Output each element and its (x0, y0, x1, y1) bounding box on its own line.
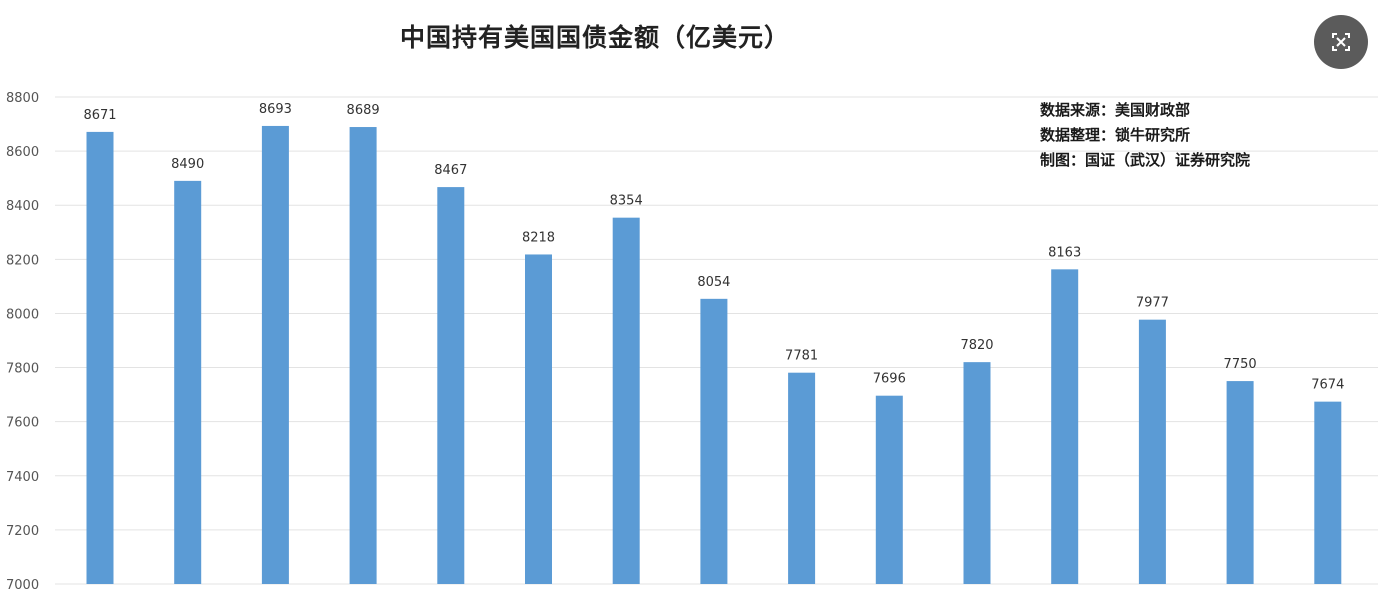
bar-value-label: 7977 (1136, 296, 1169, 311)
y-tick-label: 8600 (6, 145, 39, 160)
bar-value-label: 8054 (697, 275, 730, 290)
bar (963, 362, 991, 584)
source-line-2: 数据整理：锁牛研究所 (1040, 126, 1191, 144)
bar (525, 254, 552, 585)
bar-value-label: 7820 (960, 338, 993, 353)
bar-value-label: 8467 (434, 163, 467, 178)
y-tick-label: 7800 (6, 362, 39, 377)
bar-value-label: 8689 (347, 103, 380, 118)
bar (174, 180, 202, 584)
close-image-icon (1332, 33, 1350, 51)
source-notes: 数据来源：美国财政部 数据整理：锁牛研究所 制图：国证（武汉）证券研究院 (1040, 98, 1250, 173)
source-line-3: 制图：国证（武汉）证券研究院 (1040, 151, 1251, 169)
chart-title: 中国持有美国国债金额（亿美元） (400, 23, 791, 52)
bar (86, 131, 114, 584)
bar (349, 127, 377, 584)
bar (1138, 319, 1166, 584)
y-tick-label: 7400 (6, 470, 39, 485)
bar-value-label: 8693 (259, 102, 292, 117)
bar (1226, 381, 1254, 584)
y-tick-label: 7200 (6, 524, 39, 539)
bar-value-label: 8490 (171, 157, 204, 172)
bar (1051, 269, 1079, 584)
bar-value-label: 8354 (610, 194, 643, 209)
y-tick-label: 7000 (6, 578, 39, 590)
y-axis: 7000 7200 7400 7600 7800 8000 8200 8400 8600 8800 (6, 91, 39, 590)
bar (875, 395, 903, 584)
y-tick-label: 8200 (6, 253, 39, 268)
y-tick-label: 8000 (6, 307, 39, 322)
y-tick-label: 8800 (6, 91, 39, 106)
close-image-button[interactable] (1314, 15, 1368, 69)
bar-value-label: 7674 (1311, 378, 1344, 393)
bar-value-label: 8218 (522, 230, 555, 245)
bar (1314, 401, 1342, 584)
bar (700, 298, 728, 584)
bar-value-label: 8671 (83, 108, 116, 123)
bar (437, 187, 465, 584)
bar (261, 125, 289, 584)
bar (612, 217, 640, 584)
bar (788, 372, 816, 584)
bar-value-label: 7781 (785, 349, 818, 364)
bars (86, 125, 1342, 585)
y-tick-label: 7600 (6, 416, 39, 431)
bar-value-label: 7750 (1224, 357, 1257, 372)
bar-value-label: 7696 (873, 372, 906, 387)
bar-value-label: 8163 (1048, 245, 1081, 260)
data-labels: 8671 8490 8693 8689 8467 8218 8354 8054 7781 7696… (83, 102, 1344, 393)
y-tick-label: 8400 (6, 199, 39, 214)
source-line-1: 数据来源：美国财政部 (1040, 101, 1191, 119)
